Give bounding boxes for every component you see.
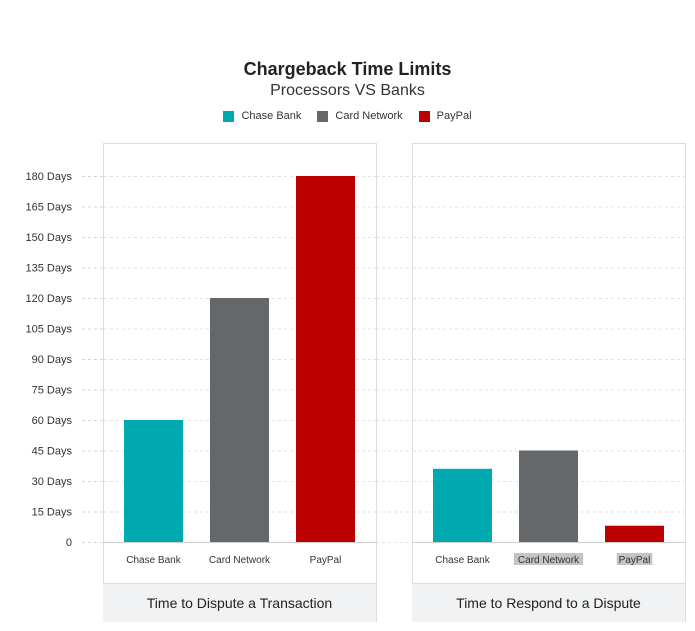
legend-item-card-network[interactable]: Card Network xyxy=(317,110,403,122)
y-tick-label: 150 Days xyxy=(26,232,73,244)
bar-paypal[interactable] xyxy=(605,525,664,542)
legend-label-chase-bank: Chase Bank xyxy=(241,110,302,122)
y-tick-label: 15 Days xyxy=(32,507,73,519)
legend-label-card-network: Card Network xyxy=(335,110,403,122)
legend-item-paypal[interactable]: PayPal xyxy=(418,110,472,122)
bar-chase-bank[interactable] xyxy=(124,420,183,542)
y-tick-label: 45 Days xyxy=(32,446,73,458)
legend-swatch-card-network xyxy=(317,110,329,122)
legend: Chase Bank Card Network PayPal xyxy=(0,110,695,122)
x-tick-label-chase-bank: Chase Bank xyxy=(126,555,181,566)
panel-caption-dispute: Time to Dispute a Transaction xyxy=(103,583,376,622)
y-tick-label: 165 Days xyxy=(26,202,73,214)
chart-subtitle: Processors VS Banks xyxy=(270,82,425,99)
legend-label-paypal: PayPal xyxy=(436,110,472,122)
x-tick-label-card-network: Card Network xyxy=(209,555,271,566)
legend-swatch-paypal xyxy=(418,110,430,122)
y-tick-label: 0 xyxy=(66,537,72,549)
y-tick-label: 135 Days xyxy=(26,263,73,275)
panel-caption-respond: Time to Respond to a Dispute xyxy=(412,583,685,622)
y-tick-label: 180 Days xyxy=(26,171,73,183)
x-tick-label-chase-bank: Chase Bank xyxy=(435,555,490,566)
bar-chase-bank[interactable] xyxy=(433,468,492,542)
chart-title: Chargeback Time Limits xyxy=(243,59,452,79)
legend-item-chase-bank[interactable]: Chase Bank xyxy=(223,110,301,122)
panel-frame-1 xyxy=(412,143,686,622)
legend-swatch-chase-bank xyxy=(223,110,235,122)
x-tick-label-highlight xyxy=(513,553,584,565)
y-tick-label: 75 Days xyxy=(32,385,73,397)
y-tick-label: 120 Days xyxy=(26,293,73,305)
y-tick-label: 105 Days xyxy=(26,324,73,336)
x-tick-label-paypal: PayPal xyxy=(310,555,342,566)
x-tick-label-card-network: Card Network xyxy=(518,555,580,566)
y-tick-label: 90 Days xyxy=(32,354,73,366)
y-tick-label: 30 Days xyxy=(32,476,73,488)
x-tick-label-paypal: PayPal xyxy=(619,555,651,566)
bar-paypal[interactable] xyxy=(296,176,355,542)
bar-card-network[interactable] xyxy=(210,298,269,542)
bar-card-network[interactable] xyxy=(519,450,578,543)
y-tick-label: 60 Days xyxy=(32,415,73,427)
x-tick-label-highlight xyxy=(616,553,653,565)
